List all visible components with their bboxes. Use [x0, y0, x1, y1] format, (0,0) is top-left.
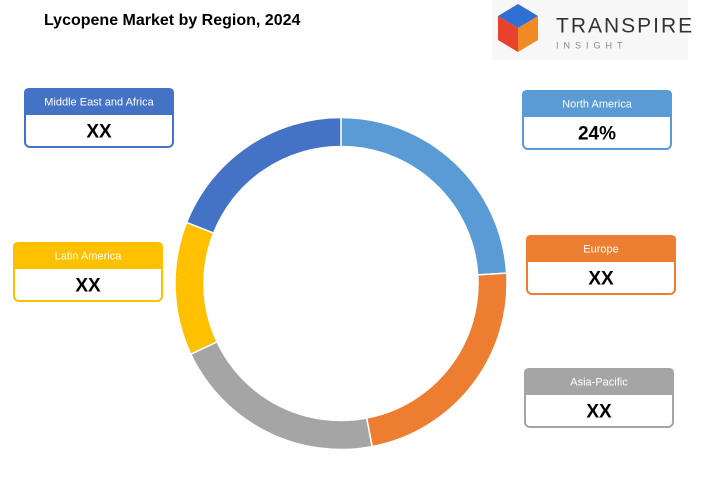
callout-value: XX: [86, 122, 112, 143]
callout-value: XX: [75, 276, 101, 297]
callout-value: XX: [588, 269, 614, 290]
callout-header: [24, 88, 174, 115]
callout-header: [13, 242, 163, 269]
logo-tagline: INSIGHT: [556, 40, 628, 50]
chart-title: Lycopene Market by Region, 2024: [44, 12, 300, 29]
logo-icon: [498, 16, 518, 52]
callout-label: Asia-Pacific: [570, 376, 628, 388]
callout-label: Latin America: [55, 250, 123, 262]
callout-header: [524, 368, 674, 395]
callout-label: Middle East and Africa: [44, 96, 154, 108]
logo-icon: [518, 16, 538, 52]
callout-header: [526, 235, 676, 262]
logo: TRANSPIRE INSIGHT: [492, 0, 694, 60]
callout-header: [522, 90, 672, 117]
callout-label: North America: [562, 98, 633, 110]
logo-name: TRANSPIRE: [556, 15, 694, 38]
callout-value: XX: [586, 402, 612, 423]
callout-label: Europe: [583, 243, 618, 255]
callout-value: 24%: [578, 124, 616, 145]
donut-slice: [185, 116, 342, 235]
